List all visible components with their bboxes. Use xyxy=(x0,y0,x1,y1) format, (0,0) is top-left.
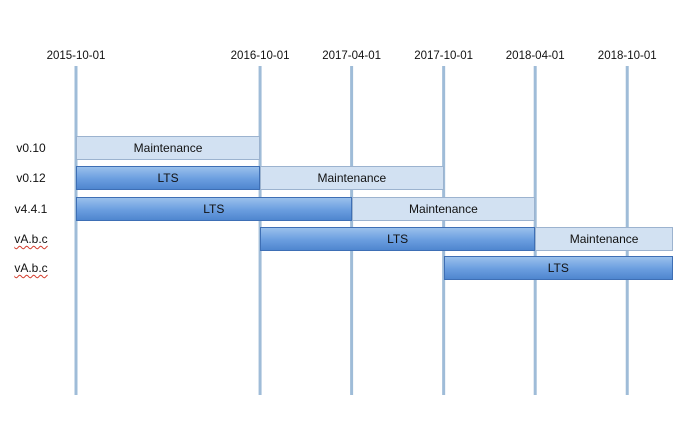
row-label-2: v0.12 xyxy=(16,171,46,185)
row-label-5: vA.b.c xyxy=(14,261,48,275)
row-label-1: v0.10 xyxy=(16,141,46,155)
lts-bar: LTS xyxy=(260,227,536,251)
lts-bar: LTS xyxy=(443,256,673,280)
maintenance-bar: Maintenance xyxy=(535,227,673,251)
date-label: 2018-04-01 xyxy=(505,50,565,62)
maintenance-bar: Maintenance xyxy=(76,136,261,160)
date-label: 2016-10-01 xyxy=(230,50,290,62)
date-label: 2015-10-01 xyxy=(46,50,106,62)
maintenance-bar: Maintenance xyxy=(351,197,536,221)
maintenance-bar: Maintenance xyxy=(260,166,444,190)
lts-bar: LTS xyxy=(76,197,352,221)
date-label: 2017-04-01 xyxy=(322,50,382,62)
row-label-4: vA.b.c xyxy=(14,232,48,246)
lts-bar: LTS xyxy=(76,166,261,190)
date-label: 2018-10-01 xyxy=(597,50,657,62)
row-label-3: v4.4.1 xyxy=(14,202,48,216)
date-label: 2017-10-01 xyxy=(414,50,474,62)
